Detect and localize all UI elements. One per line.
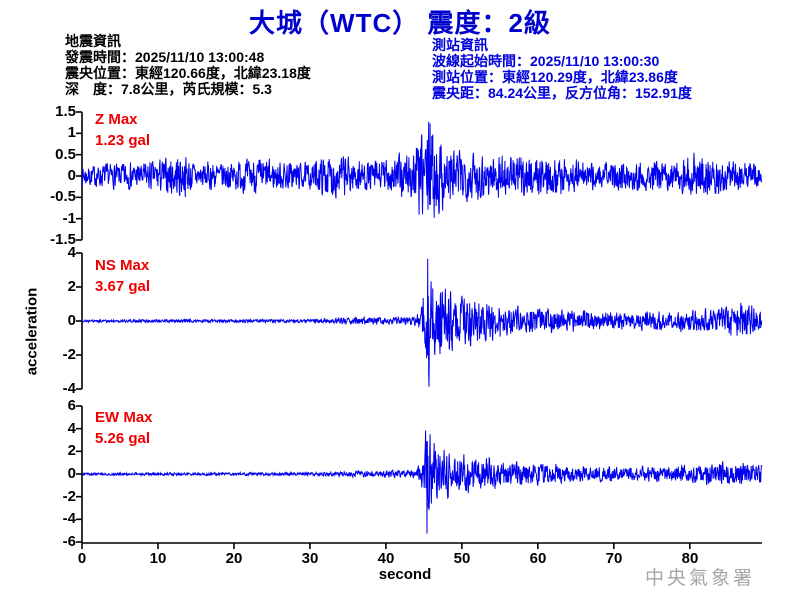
trace-ns — [81, 258, 763, 387]
trace-ew — [81, 430, 763, 534]
x-tick-label: 0 — [77, 550, 87, 567]
x-tick-label: 40 — [377, 550, 395, 567]
ns-max-value: 3.67 gal — [95, 278, 151, 295]
y-tick-label: -6 — [62, 533, 76, 550]
y-tick-label: 0 — [67, 167, 76, 184]
y-tick-label: -2 — [62, 488, 76, 505]
y-tick-label: -1 — [62, 210, 76, 227]
station-info: 測站資訊 波線起始時間：2025/11/10 13:00:30 測站位置：東經1… — [432, 37, 692, 101]
ew-max-title: EW Max — [95, 409, 153, 426]
ew-max-value: 5.26 gal — [95, 430, 151, 447]
station-distance-azimuth: 震央距：84.24公里，反方位角：152.91度 — [432, 85, 692, 101]
x-tick-label: 20 — [225, 550, 243, 567]
y-tick-label: -0.5 — [50, 188, 76, 205]
earthquake-epicenter: 震央位置：東經120.66度，北緯23.18度 — [65, 65, 311, 81]
y-tick-label: 1 — [67, 124, 76, 141]
y-tick-label: 0.5 — [55, 146, 76, 163]
x-tick-label: 80 — [681, 550, 699, 567]
earthquake-info: 地震資訊 發震時間：2025/11/10 13:00:48 震央位置：東經120… — [65, 33, 311, 97]
x-tick-label: 70 — [605, 550, 623, 567]
z-max-title: Z Max — [95, 111, 138, 128]
agency-watermark: 中央氣象署 — [644, 568, 755, 589]
earthquake-info-heading: 地震資訊 — [65, 33, 121, 49]
z-max-annotation: Z Max 1.23 gal — [95, 109, 150, 151]
earthquake-origin-time: 發震時間：2025/11/10 13:00:48 — [65, 49, 265, 65]
ew-max-annotation: EW Max 5.26 gal — [95, 407, 153, 449]
y-tick-label: 2 — [67, 442, 76, 459]
x-tick-label: 60 — [529, 550, 547, 567]
y-tick-label: -4 — [62, 510, 76, 527]
x-tick-label: 10 — [149, 550, 167, 567]
y-tick-label: 0 — [67, 312, 76, 329]
ns-max-annotation: NS Max 3.67 gal — [95, 255, 150, 297]
earthquake-depth-magnitude: 深 度：7.8公里，芮氏規模：5.3 — [65, 81, 272, 97]
y-tick-label: 1.5 — [55, 103, 76, 120]
trace-z — [81, 121, 763, 218]
y-tick-label: -2 — [62, 346, 76, 363]
y-tick-label: 6 — [67, 397, 76, 414]
y-tick-label: 0 — [67, 465, 76, 482]
y-tick-label: -1.5 — [50, 231, 76, 248]
ns-max-title: NS Max — [95, 257, 150, 274]
x-tick-label: 50 — [453, 550, 471, 567]
y-tick-label: 2 — [67, 278, 76, 295]
z-max-value: 1.23 gal — [95, 132, 151, 149]
y-tick-label: -4 — [62, 380, 76, 397]
x-tick-label: 30 — [301, 550, 319, 567]
station-location: 測站位置：東經120.29度，北緯23.86度 — [432, 69, 678, 85]
station-wave-start-time: 波線起始時間：2025/11/10 13:00:30 — [432, 53, 660, 69]
page-title: 大城（WTC） 震度：2級 — [249, 8, 551, 38]
station-info-heading: 測站資訊 — [432, 37, 488, 53]
y-tick-label: 4 — [67, 420, 76, 437]
x-axis-label: second — [378, 566, 432, 583]
y-tick-label: 4 — [67, 244, 76, 261]
